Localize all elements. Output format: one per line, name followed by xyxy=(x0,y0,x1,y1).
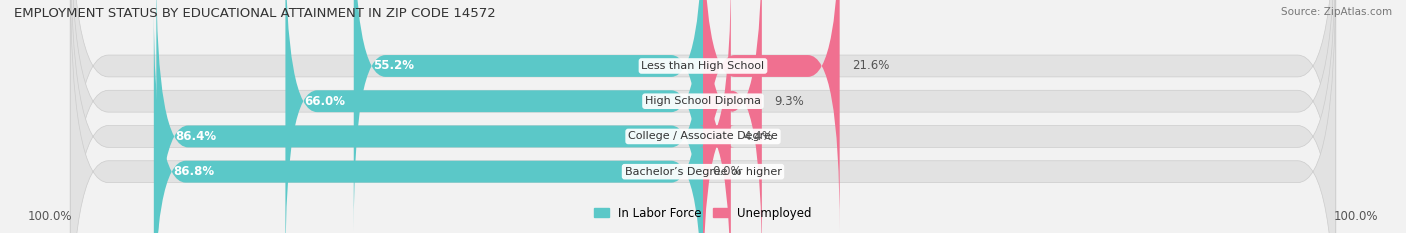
FancyBboxPatch shape xyxy=(699,0,734,233)
Text: Source: ZipAtlas.com: Source: ZipAtlas.com xyxy=(1281,7,1392,17)
Text: 4.4%: 4.4% xyxy=(744,130,773,143)
FancyBboxPatch shape xyxy=(70,0,1336,233)
Text: High School Diploma: High School Diploma xyxy=(645,96,761,106)
Text: 66.0%: 66.0% xyxy=(304,95,346,108)
Text: 55.2%: 55.2% xyxy=(373,59,413,72)
Text: 0.0%: 0.0% xyxy=(713,165,742,178)
FancyBboxPatch shape xyxy=(70,0,1336,233)
Text: 9.3%: 9.3% xyxy=(775,95,804,108)
FancyBboxPatch shape xyxy=(285,0,703,233)
FancyBboxPatch shape xyxy=(153,7,703,233)
FancyBboxPatch shape xyxy=(70,0,1336,233)
Text: Bachelor’s Degree or higher: Bachelor’s Degree or higher xyxy=(624,167,782,177)
Text: 86.8%: 86.8% xyxy=(173,165,214,178)
FancyBboxPatch shape xyxy=(354,0,703,231)
FancyBboxPatch shape xyxy=(156,0,703,233)
FancyBboxPatch shape xyxy=(703,0,839,231)
FancyBboxPatch shape xyxy=(703,0,762,233)
Text: 86.4%: 86.4% xyxy=(176,130,217,143)
Text: College / Associate Degree: College / Associate Degree xyxy=(628,131,778,141)
Legend: In Labor Force, Unemployed: In Labor Force, Unemployed xyxy=(589,202,817,225)
FancyBboxPatch shape xyxy=(70,0,1336,233)
Text: 100.0%: 100.0% xyxy=(28,210,73,223)
Text: 100.0%: 100.0% xyxy=(1333,210,1378,223)
Text: Less than High School: Less than High School xyxy=(641,61,765,71)
Text: EMPLOYMENT STATUS BY EDUCATIONAL ATTAINMENT IN ZIP CODE 14572: EMPLOYMENT STATUS BY EDUCATIONAL ATTAINM… xyxy=(14,7,496,20)
Text: 21.6%: 21.6% xyxy=(852,59,890,72)
